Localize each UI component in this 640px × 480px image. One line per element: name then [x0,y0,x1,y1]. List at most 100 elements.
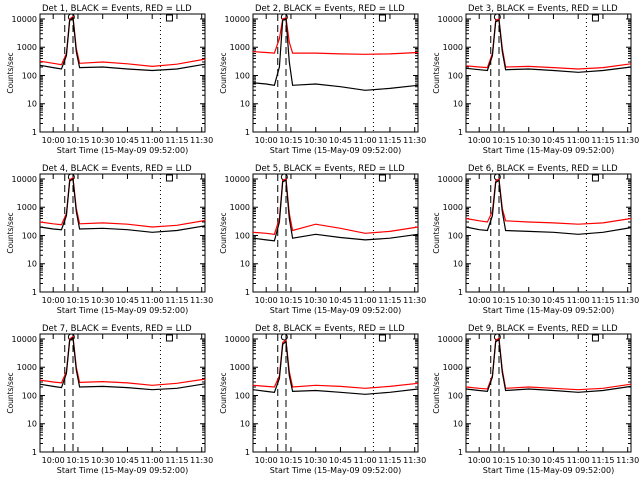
x-tick-label: 11:00 [567,296,590,305]
x-tick-label: 11:00 [141,136,164,145]
panel-det-4: Det 4, BLACK = Events, RED = LLD 1 10 100 10… [6,164,213,315]
chart-title: Det 2, BLACK = Events, RED = LLD [255,4,405,14]
y-tick-label: 1000 [17,43,37,52]
y-tick-label: 10 [27,100,37,109]
y-tick-label: 10000 [12,335,37,344]
y-axis-label: Counts/sec [432,212,441,253]
x-tick-label: 10:15 [279,296,302,305]
y-tick-label: 1000 [230,43,250,52]
panel-det-5: Det 5, BLACK = Events, RED = LLD 1 10 100 10… [219,164,426,315]
panel-det-7: Det 7, BLACK = Events, RED = LLD 1 10 100 10… [6,324,213,475]
x-tick-label: 11:15 [165,296,188,305]
y-tick-label: 1 [245,448,250,457]
x-tick-label: 11:00 [354,296,377,305]
x-tick-label: 10:30 [304,296,327,305]
x-tick-label: 10:30 [517,296,540,305]
y-axis-label: Counts/sec [432,52,441,93]
y-tick-label: 1000 [17,363,37,372]
y-tick-label: 100 [22,71,37,80]
x-tick-label: 11:00 [354,456,377,465]
x-tick-label: 10:45 [542,456,565,465]
x-tick-label: 11:30 [616,136,639,145]
x-tick-label: 10:00 [255,136,278,145]
x-tick-label: 10:30 [517,136,540,145]
x-tick-label: 11:15 [378,296,401,305]
plot-frame [39,173,206,293]
small-box-marker [591,174,599,182]
black-events-series-line [252,340,419,395]
x-tick-label: 11:15 [378,136,401,145]
panel-det-1: Det 1, BLACK = Events, RED = LLD 1 10 100 10… [6,4,213,155]
chart-title: Det 9, BLACK = Events, RED = LLD [468,324,618,334]
red-lld-series-line [252,16,419,55]
y-tick-label: 1000 [230,203,250,212]
y-tick-label: 10000 [438,335,463,344]
panel-det-8: Det 8, BLACK = Events, RED = LLD 1 10 100 10… [219,324,426,475]
y-tick-label: 1000 [17,203,37,212]
panel-det-9: Det 9, BLACK = Events, RED = LLD 1 10 100 10… [432,324,639,475]
panel-det-2: Det 2, BLACK = Events, RED = LLD 1 10 100 10… [219,4,426,155]
plot-frame [252,13,419,133]
y-tick-label: 10 [453,420,463,429]
x-axis-label: Start Time (15-May-09 09:52:00) [270,306,401,315]
x-tick-label: 11:15 [165,136,188,145]
y-axis-label: Counts/sec [219,212,228,253]
y-tick-label: 1 [245,128,250,137]
peak-circle-marker [280,333,288,341]
x-tick-label: 10:45 [329,136,352,145]
y-tick-label: 10 [240,100,250,109]
small-box-marker [378,174,386,182]
x-tick-label: 10:45 [329,296,352,305]
y-tick-label: 10000 [225,175,250,184]
plot-frame [465,333,632,453]
small-box-marker [591,334,599,342]
chart-title: Det 3, BLACK = Events, RED = LLD [468,4,618,14]
x-tick-label: 11:30 [616,296,639,305]
y-tick-label: 10000 [12,15,37,24]
black-events-series-line [39,336,206,391]
y-tick-label: 100 [22,231,37,240]
panel-det-6: Det 6, BLACK = Events, RED = LLD 1 10 100 10… [432,164,639,315]
y-tick-label: 100 [235,391,250,400]
x-tick-label: 11:00 [567,456,590,465]
x-tick-label: 10:00 [42,456,65,465]
x-tick-label: 11:30 [190,136,213,145]
black-events-series-line [39,16,206,72]
x-tick-label: 10:00 [255,296,278,305]
plot-frame [39,333,206,453]
y-tick-label: 100 [22,391,37,400]
small-box-marker [591,14,599,22]
black-events-series-line [252,179,419,242]
y-tick-label: 10000 [12,175,37,184]
y-tick-label: 10 [240,420,250,429]
x-tick-label: 11:30 [403,136,426,145]
chart-title: Det 7, BLACK = Events, RED = LLD [42,324,192,334]
x-tick-label: 10:15 [492,136,515,145]
x-tick-label: 11:30 [403,456,426,465]
y-tick-label: 1 [458,288,463,297]
y-tick-label: 100 [235,231,250,240]
x-tick-label: 11:30 [190,456,213,465]
plot-frame [252,333,419,453]
y-tick-label: 10 [27,260,37,269]
y-tick-label: 1 [32,128,37,137]
x-tick-label: 11:00 [141,456,164,465]
small-box-marker [165,174,173,182]
y-tick-label: 10 [240,260,250,269]
y-tick-label: 100 [448,71,463,80]
y-tick-label: 1 [32,448,37,457]
y-axis-label: Counts/sec [6,372,15,413]
x-tick-label: 11:15 [591,136,614,145]
black-events-series-line [465,19,632,73]
x-tick-label: 10:30 [517,456,540,465]
y-axis-label: Counts/sec [6,212,15,253]
y-tick-label: 1 [458,128,463,137]
x-axis-label: Start Time (15-May-09 09:52:00) [57,466,188,475]
x-axis-label: Start Time (15-May-09 09:52:00) [57,146,188,155]
x-tick-label: 10:15 [66,136,89,145]
y-tick-label: 10 [27,420,37,429]
black-events-series-line [465,338,632,393]
x-tick-label: 11:00 [354,136,377,145]
y-tick-label: 1000 [443,363,463,372]
